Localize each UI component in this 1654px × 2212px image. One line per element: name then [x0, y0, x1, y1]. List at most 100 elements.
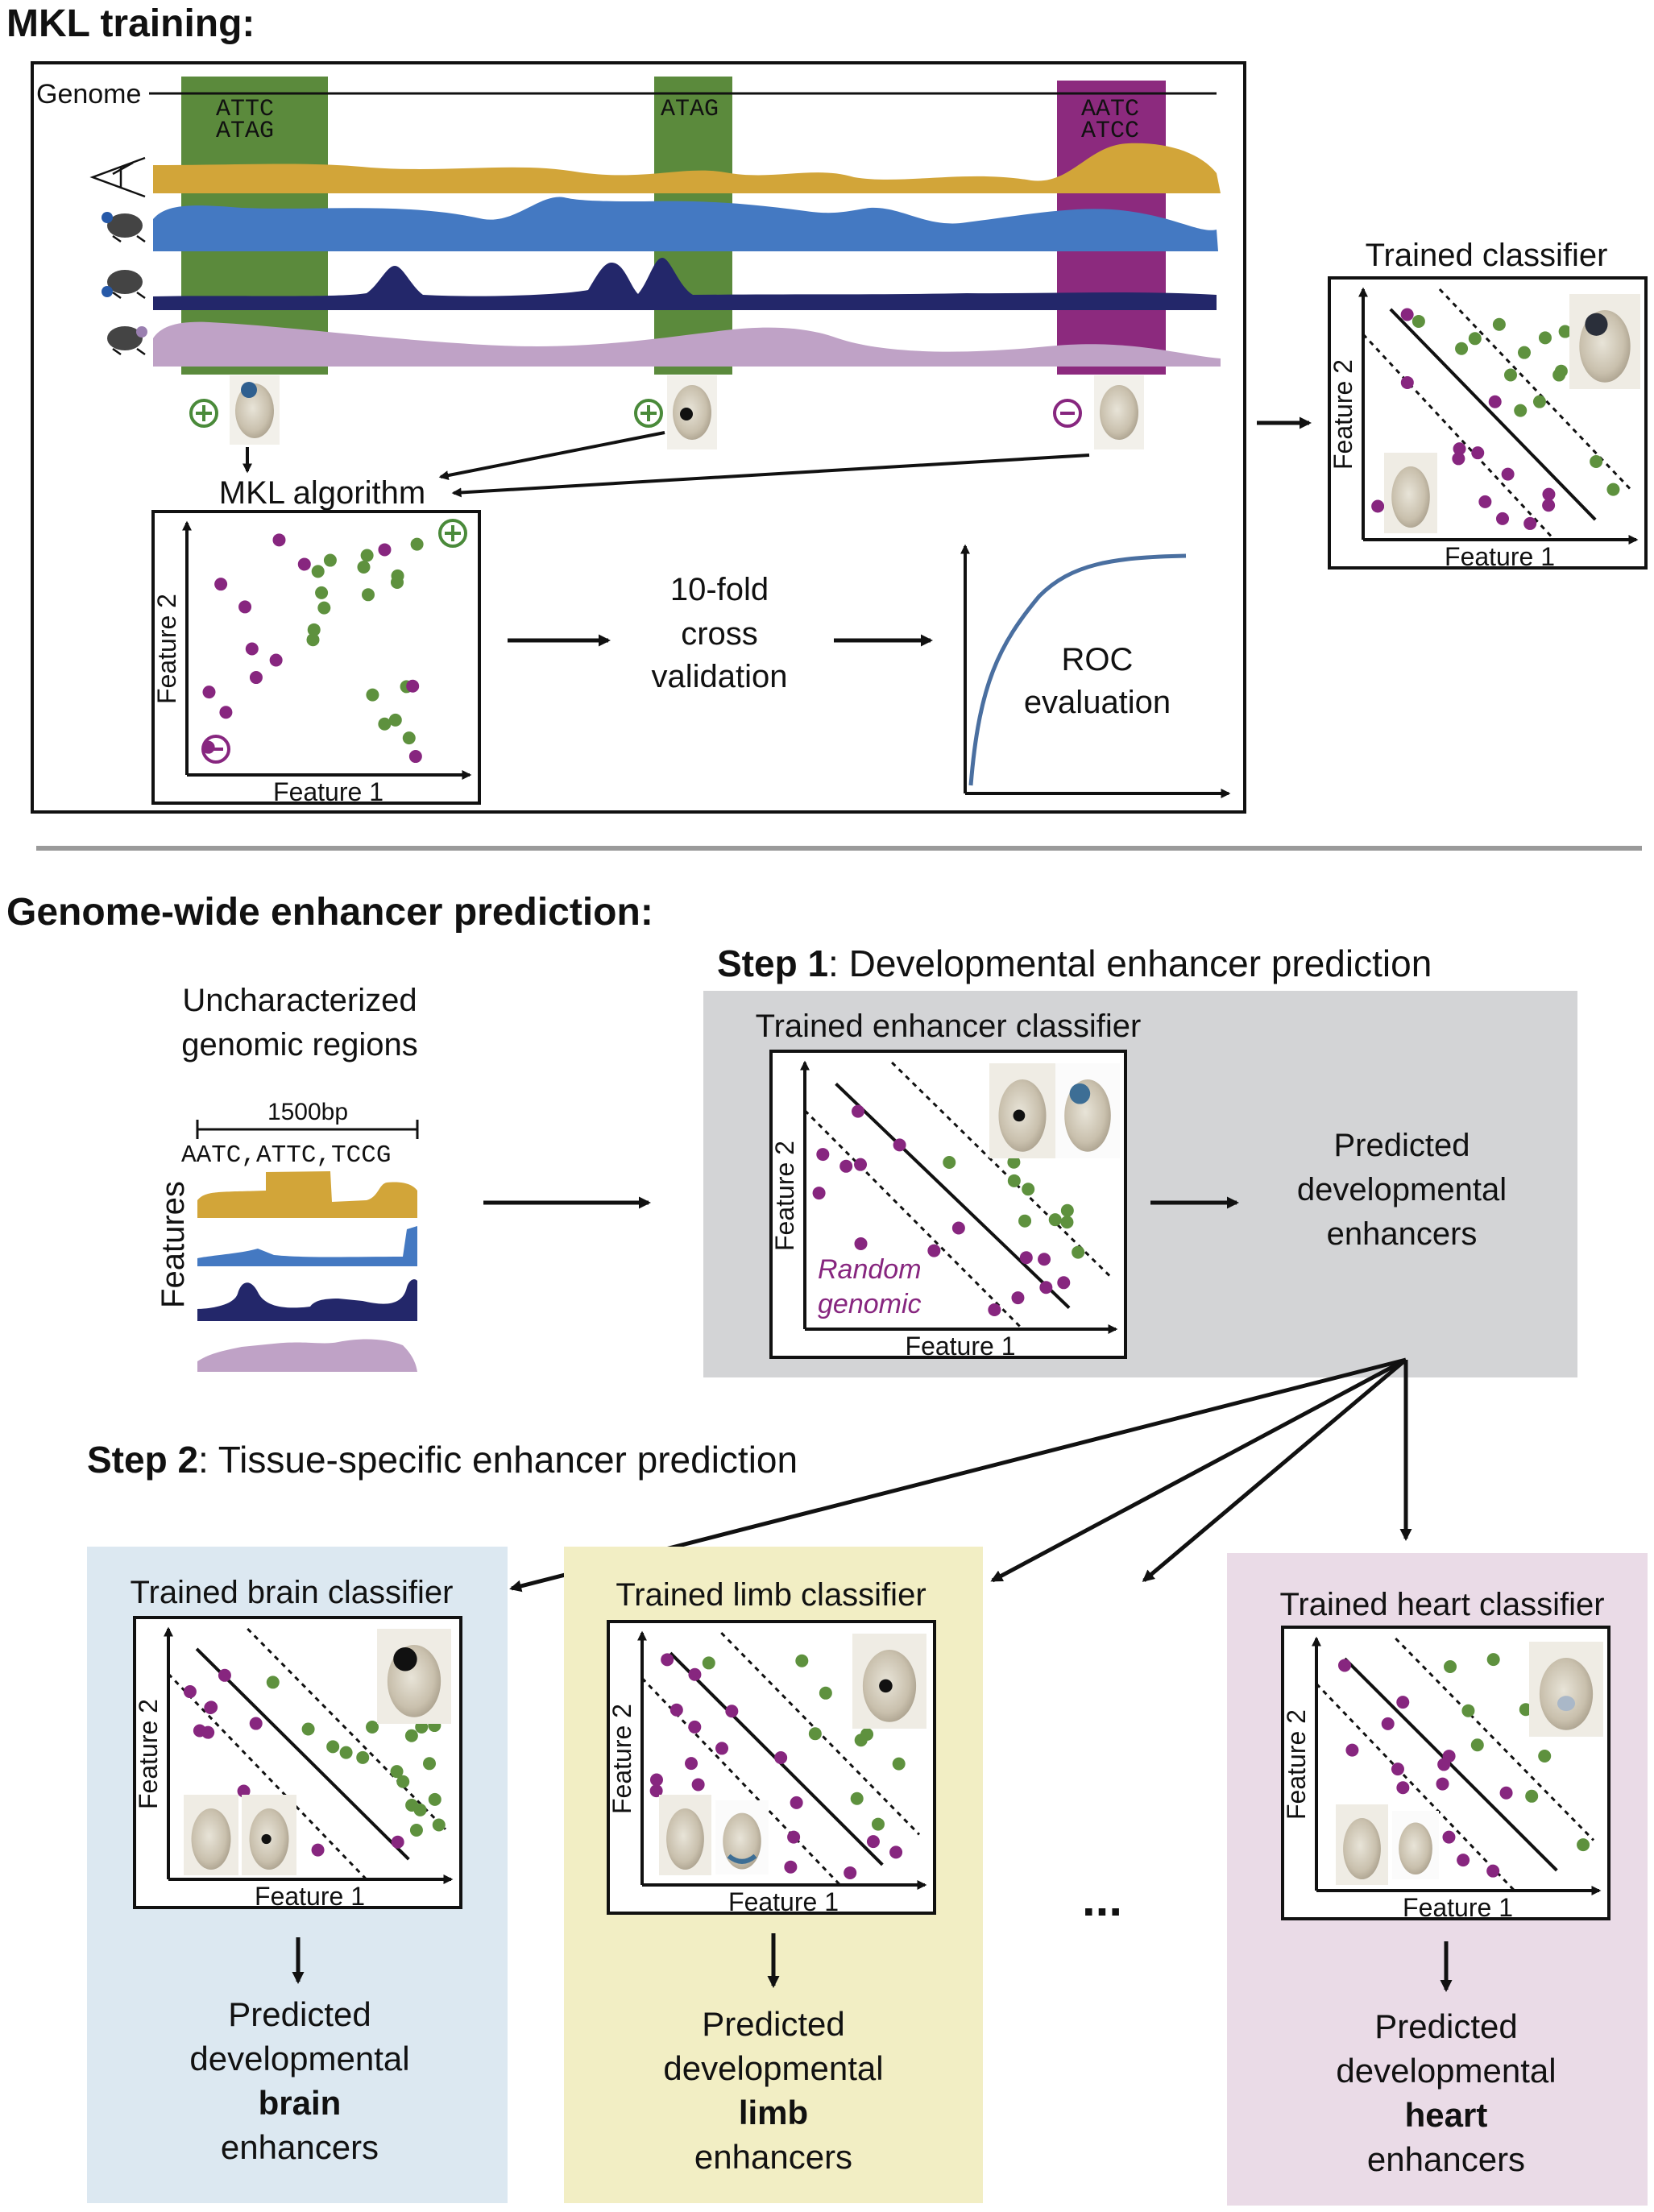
heart-classifier-margin-upper: [1395, 1637, 1595, 1841]
conservation-track: [153, 143, 1221, 193]
mkl-algorithm-label: MKL algorithm: [219, 475, 425, 511]
brain-classifier-background-dot: [311, 1843, 325, 1857]
heart-classifier-background-dot: [1442, 1830, 1456, 1844]
brain-output-line-4: enhancers: [221, 2128, 379, 2166]
trained-classifier-enhancer-dot: [1558, 325, 1572, 338]
features-label: Features: [155, 1181, 191, 1308]
step1-classifier-margin-lower: [803, 1109, 1024, 1331]
trained-classifier-background-dot: [1371, 499, 1385, 513]
brain-classifier-enhancer-dot: [409, 1824, 423, 1837]
trained-classifier-enhancer-dot: [1518, 346, 1531, 359]
limb-classifier-x-label: Feature 1: [728, 1887, 839, 1916]
kmer-band2: ATAG: [661, 96, 719, 123]
trained-classifier-background-dot: [1542, 499, 1556, 512]
mkl-scatter-x-label: Feature 1: [273, 777, 383, 806]
embryo-thumb-1: [230, 375, 280, 445]
step1-classifier-enhancer-dot: [1072, 1245, 1085, 1259]
step1-classifier-background-dot: [839, 1159, 853, 1173]
ellipsis: ...: [1082, 1872, 1122, 1926]
heart-classifier-background-dot: [1436, 1777, 1449, 1791]
limb-classifier-background-dot: [649, 1784, 663, 1798]
mouse-icon-3: [107, 326, 147, 356]
limb-classifier-enhancer-dot: [854, 1734, 868, 1747]
step1-classifier-enhancer-dot: [1060, 1203, 1074, 1217]
trained-classifier-enhancer-dot: [1468, 332, 1482, 346]
brain-classifier-x-label: Feature 1: [255, 1882, 365, 1911]
brain-classifier-background-dot: [204, 1700, 218, 1714]
brain-classifier-enhancer-dot: [404, 1729, 418, 1742]
heart-classifier-background-dot: [1391, 1763, 1404, 1776]
step1-classifier-embryo-1: [989, 1063, 1055, 1158]
mkl-scatter-background-dot: [249, 671, 263, 685]
limb-classifier-margin-upper: [720, 1631, 921, 1836]
heart-output-line-2: developmental: [1336, 2052, 1556, 2090]
trained-classifier-background-dot: [1501, 467, 1515, 481]
brain-classifier-boundary: [195, 1647, 410, 1861]
genome-label: Genome: [36, 79, 141, 110]
heart-classifier-background-dot: [1338, 1659, 1352, 1672]
mkl-scatter-background-dot: [238, 600, 252, 614]
heart-classifier-x-label: Feature 1: [1403, 1893, 1513, 1922]
feature-track-gold: [197, 1171, 417, 1218]
heart-classifier-background-dot: [1396, 1781, 1410, 1795]
limb-classifier-background-dot: [725, 1705, 739, 1718]
mkl-scatter-enhancer-dot: [360, 549, 374, 562]
plus-sign-2: [634, 399, 663, 428]
trained-classifier-background-dot: [1542, 487, 1556, 501]
mkl-scatter-background-dot: [406, 679, 420, 693]
mkl-scatter-background-dot: [202, 686, 216, 699]
kmer-list: AATC,ATTC,TCCG: [181, 1141, 391, 1170]
mkl-scatter-enhancer-dot: [315, 586, 329, 599]
cv-line-1: 10-fold: [670, 572, 769, 607]
step1-classifier-embryo-2: [1055, 1063, 1120, 1158]
step1-classifier-y-label: Feature 2: [770, 1141, 799, 1251]
heart-classifier-enhancer-dot: [1470, 1738, 1484, 1752]
step1-classifier-enhancer-dot: [1048, 1213, 1062, 1227]
limb-classifier-enhancer-dot: [808, 1727, 822, 1741]
limb-classifier-background-dot: [774, 1751, 788, 1765]
heart-classifier-background-dot: [1486, 1864, 1500, 1878]
mkl-scatter-background-dot: [219, 706, 233, 719]
trained-classifier-background-dot: [1400, 375, 1414, 389]
trained-classifier: Feature 1 Feature 2: [1329, 287, 1640, 571]
mkl-scatter-enhancer-dot: [317, 601, 331, 615]
training-frame: [31, 61, 1246, 814]
cv-line-2: cross: [681, 616, 758, 652]
trained-classifier-enhancer-dot: [1492, 317, 1506, 331]
arrow-to-more: [1142, 1358, 1407, 1582]
mkl-scatter-enhancer-dot: [402, 731, 416, 745]
step1-classifier-background-dot: [852, 1104, 865, 1118]
brain-classifier-enhancer-dot: [266, 1676, 280, 1689]
trained-classifier-title: Trained classifier: [1366, 238, 1608, 273]
uncharacterized-line-2: genomic regions: [181, 1027, 418, 1063]
limb-classifier-background-dot: [844, 1866, 857, 1879]
limb-classifier-background-dot: [715, 1742, 729, 1755]
kmer-band1-a: ATTC: [216, 96, 274, 123]
step1-heading: Step 1: Developmental enhancer predictio…: [717, 942, 1432, 984]
phylogeny-icon: [89, 156, 146, 198]
trained-classifier-enhancer-dot: [1411, 314, 1425, 328]
step1-classifier-boundary: [835, 1083, 1071, 1309]
limb-classifier-enhancer-dot: [850, 1792, 864, 1805]
mkl-plus-sign: [438, 519, 467, 548]
step1-classifier-background-dot: [1039, 1281, 1053, 1294]
limb-output-tissue: limb: [739, 2094, 808, 2131]
step1-classifier-enhancer-dot: [1007, 1174, 1021, 1187]
roc-curve: [968, 553, 1187, 786]
trained-classifier-enhancer-dot: [1590, 455, 1603, 469]
brain-classifier-enhancer-dot: [339, 1746, 353, 1759]
limb-classifier-background-dot: [784, 1860, 798, 1874]
chromatin-track-2: [153, 258, 1217, 310]
kmer-band1-b: ATAG: [216, 118, 274, 145]
heart-classifier-y-label: Feature 2: [1282, 1709, 1311, 1820]
trained-classifier-enhancer-dot: [1455, 342, 1469, 355]
heart-classifier-enhancer-dot: [1444, 1660, 1457, 1674]
trained-classifier-background-dot: [1453, 442, 1466, 456]
mkl-scatter-enhancer-dot: [311, 565, 325, 578]
heart-output-line-4: enhancers: [1367, 2140, 1525, 2178]
roc-line-2: evaluation: [1024, 685, 1171, 720]
limb-classifier-background-dot: [691, 1778, 705, 1792]
uncharacterized-line-1: Uncharacterized: [182, 983, 417, 1018]
step2-rest: : Tissue-specific enhancer prediction: [198, 1439, 798, 1481]
step1-output-line-1: Predicted: [1334, 1128, 1470, 1163]
